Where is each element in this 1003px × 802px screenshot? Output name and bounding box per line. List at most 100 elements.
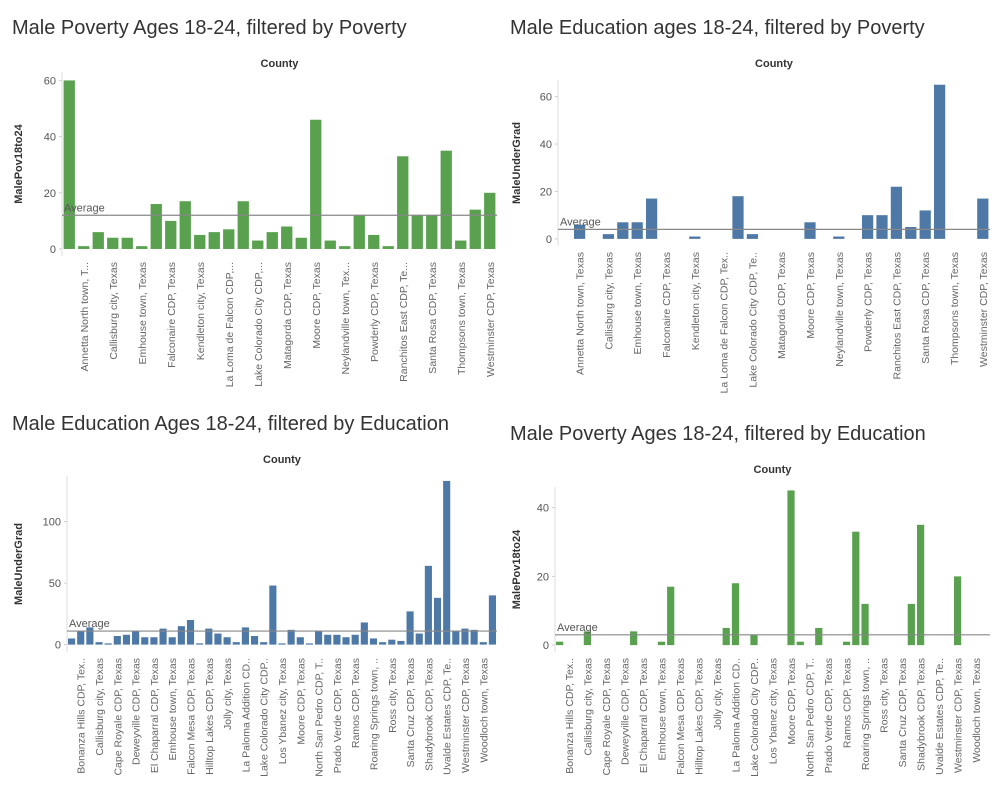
bar bbox=[667, 586, 675, 646]
chart-title: Male Poverty Ages 18-24, filtered by Edu… bbox=[510, 423, 926, 445]
y-tick-label: 0 bbox=[55, 640, 61, 652]
bar bbox=[132, 631, 140, 645]
x-tick-label: Ranchitos East CDP, Texas bbox=[891, 252, 903, 379]
bar bbox=[722, 627, 730, 646]
bar bbox=[488, 595, 496, 645]
x-tick-label: Falcon Mesa CDP, Texas bbox=[675, 658, 687, 775]
x-tick-label: La Paloma Addition CD.. bbox=[240, 658, 252, 772]
y-tick-label: 20 bbox=[44, 188, 56, 200]
bar bbox=[815, 627, 823, 646]
chart: Male Education Ages 18-24, filtered by E… bbox=[12, 413, 497, 777]
bar bbox=[150, 637, 158, 645]
bar bbox=[732, 196, 744, 239]
chart: Male Education ages 18-24, filtered by P… bbox=[510, 17, 990, 393]
bar bbox=[351, 634, 359, 645]
bar bbox=[469, 209, 481, 249]
y-axis-label: MaleUnderGrad bbox=[511, 122, 523, 204]
bar bbox=[411, 215, 423, 249]
bar bbox=[433, 597, 442, 645]
x-tick-label: El Chaparral CDP, Texas bbox=[638, 658, 650, 773]
x-tick-label: Roaring Springs town, .. bbox=[368, 658, 380, 770]
bar bbox=[368, 234, 380, 249]
bar bbox=[424, 565, 432, 645]
x-tick-label: Deweyville CDP, Texas bbox=[619, 658, 631, 765]
y-tick-label: 0 bbox=[546, 234, 552, 246]
y-axis-label: MaleUnderGrad bbox=[13, 523, 25, 605]
x-axis-header: County bbox=[263, 454, 302, 466]
x-tick-label: Moore CDP, Texas bbox=[805, 252, 817, 339]
x-tick-label: Jolly city, Texas bbox=[712, 658, 724, 730]
x-tick-label: Falconaire CDP, Texas bbox=[661, 252, 673, 358]
x-tick-label: Lake Colorado City CDP,... bbox=[253, 262, 265, 387]
bar bbox=[214, 633, 222, 645]
bar bbox=[388, 639, 396, 645]
bar bbox=[916, 524, 925, 646]
bar bbox=[750, 634, 758, 646]
bar bbox=[415, 633, 423, 645]
x-tick-label: Shadybrook CDP, Texas bbox=[423, 658, 435, 771]
bar bbox=[470, 629, 478, 645]
bar bbox=[455, 240, 467, 249]
x-tick-label: Kendleton city, Texas bbox=[690, 252, 702, 350]
bar bbox=[645, 198, 658, 239]
y-tick-label: 60 bbox=[44, 75, 56, 87]
x-tick-label: Neylandville town, Texas bbox=[834, 252, 846, 367]
x-tick-label: Prado Verde CDP, Texas bbox=[332, 658, 344, 773]
x-tick-label: Roaring Springs town, .. bbox=[860, 658, 872, 770]
x-tick-label: Powderly CDP, Texas bbox=[863, 252, 875, 352]
x-tick-label: Callisburg city, Texas bbox=[582, 658, 594, 756]
x-tick-label: Matagorda CDP, Texas bbox=[282, 262, 294, 369]
x-tick-label: Ramos CDP, Texas bbox=[842, 658, 854, 748]
bar bbox=[369, 638, 378, 645]
x-tick-label: Lake Colorado City CDP, Te.. bbox=[747, 252, 759, 388]
bar bbox=[746, 234, 759, 239]
x-tick-label: Prado Verde CDP, Texas bbox=[823, 658, 835, 773]
x-axis-header: County bbox=[755, 58, 794, 70]
bar bbox=[136, 246, 148, 249]
x-tick-label: Bonanza Hills CDP, Tex.. bbox=[564, 658, 576, 774]
bar bbox=[237, 201, 249, 249]
x-tick-label: Thompsons town, Texas bbox=[456, 262, 468, 375]
x-tick-label: Ross city, Texas bbox=[879, 658, 891, 733]
bar bbox=[689, 236, 701, 239]
x-tick-label: Santa Cruz CDP, Texas bbox=[405, 658, 417, 767]
bar bbox=[631, 222, 643, 239]
bar bbox=[141, 637, 149, 645]
x-tick-label: Los Ybanez city, Texas bbox=[277, 658, 289, 764]
bar bbox=[353, 215, 365, 249]
x-tick-label: Callisburg city, Texas bbox=[94, 658, 106, 756]
bar bbox=[165, 220, 177, 249]
bar bbox=[933, 84, 946, 239]
x-tick-label: Westminster CDP, Texas bbox=[978, 252, 990, 367]
y-tick-label: 40 bbox=[537, 503, 549, 515]
x-tick-label: Annetta North town, T... bbox=[79, 262, 91, 372]
x-tick-label: Cape Royale CDP, Texas bbox=[112, 658, 124, 776]
bar bbox=[186, 620, 195, 645]
bar bbox=[617, 222, 629, 239]
bar bbox=[382, 246, 394, 249]
x-tick-label: Cape Royale CDP, Texas bbox=[601, 658, 613, 776]
x-tick-label: Moore CDP, Texas bbox=[295, 658, 307, 745]
bar bbox=[266, 232, 278, 249]
x-tick-label: North San Pedro CDP, T.. bbox=[805, 658, 817, 777]
x-axis-header: County bbox=[754, 464, 793, 476]
bar bbox=[310, 119, 322, 249]
bar bbox=[159, 628, 167, 645]
x-tick-label: Neylandville town, Tex... bbox=[340, 262, 352, 374]
x-axis-header: County bbox=[261, 58, 300, 70]
bar bbox=[452, 631, 460, 645]
x-tick-label: Hilltop Lakes CDP, Texas bbox=[204, 658, 216, 775]
bar bbox=[890, 186, 903, 239]
bar bbox=[194, 234, 206, 249]
bar bbox=[179, 201, 191, 249]
bar bbox=[315, 631, 323, 645]
bar bbox=[241, 627, 249, 645]
bar bbox=[78, 246, 90, 249]
x-tick-label: Westminster CDP, Texas bbox=[953, 658, 965, 773]
average-label: Average bbox=[64, 202, 105, 214]
bar bbox=[907, 603, 915, 646]
bar bbox=[360, 622, 368, 645]
x-tick-label: Ramos CDP, Texas bbox=[350, 658, 362, 748]
bar bbox=[426, 215, 438, 249]
